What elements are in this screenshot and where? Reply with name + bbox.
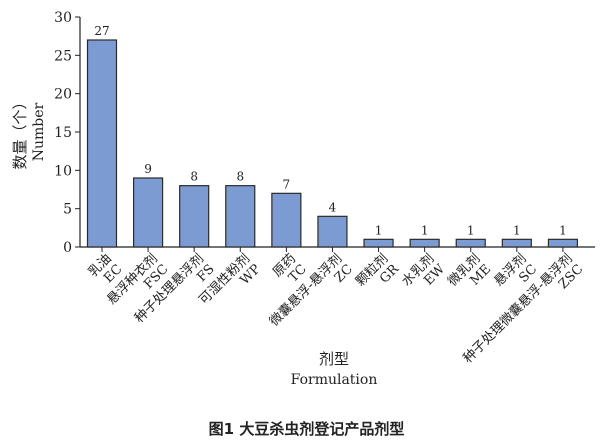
y-tick-label: 5 (63, 202, 72, 218)
bar (86, 39, 118, 248)
y-axis-title-cn: 数量（个） (11, 94, 29, 169)
bar (363, 238, 394, 248)
bar (179, 185, 210, 248)
axes: 0 5 10 15 20 25 30 (54, 10, 595, 256)
y-tick-label: 0 (63, 240, 72, 256)
bar (271, 192, 302, 248)
data-label: 7 (283, 177, 291, 191)
data-label: 1 (421, 223, 429, 237)
bar (132, 177, 164, 248)
y-tick-label: 10 (54, 163, 72, 179)
y-tick-label: 15 (54, 125, 72, 141)
bars (86, 39, 579, 248)
y-axis-title-en: Number (31, 102, 47, 161)
data-label: 1 (513, 223, 521, 237)
y-tick-label: 25 (54, 48, 72, 64)
bar (317, 215, 348, 248)
y-tick-label: 20 (54, 87, 72, 103)
bar (455, 238, 486, 248)
bar (225, 185, 256, 248)
bar (409, 238, 440, 248)
data-label: 27 (94, 24, 109, 38)
data-label: 8 (190, 170, 198, 184)
x-axis-title-en: Formulation (291, 372, 378, 388)
y-tick-label: 30 (54, 10, 72, 26)
x-axis-title-cn: 剂型 (319, 350, 349, 368)
data-label: 9 (144, 162, 152, 176)
data-label: 1 (375, 223, 383, 237)
data-label: 1 (559, 223, 567, 237)
bar (547, 238, 579, 248)
bar (501, 238, 532, 248)
data-label: 4 (329, 200, 337, 214)
figure-caption: 图1 大豆杀虫剂登记产品剂型 (208, 420, 405, 438)
data-label: 8 (236, 170, 244, 184)
data-label: 1 (467, 223, 475, 237)
